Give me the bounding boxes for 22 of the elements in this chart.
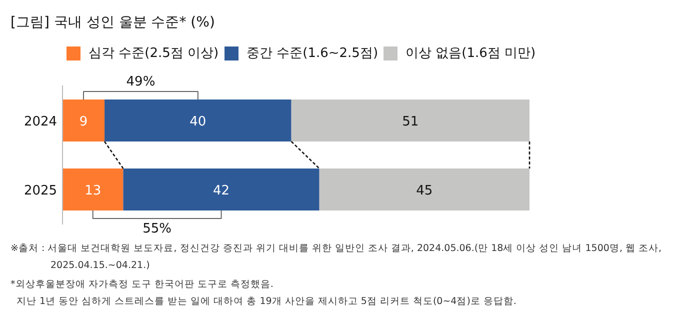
text: ※출처 : 서울대 보건대학원 보도자료, 정신건강 증진과 위기 대비를 위한 일반인 조사 결과, 2024.05.06.(만 18세 이상 성인 남녀 1500명, 웹 조사, 2025.04.15.~04.21.) bbox=[10, 243, 662, 271]
bar bbox=[319, 168, 530, 210]
data-label: 51 bbox=[402, 114, 419, 130]
annotation: 55% bbox=[142, 222, 172, 236]
y-tick-label: 2025 bbox=[24, 184, 58, 198]
data-label: 13 bbox=[84, 184, 102, 198]
legend-label: 중간 수준(1.6~2.5점) bbox=[246, 46, 378, 61]
bar bbox=[123, 168, 320, 210]
data-label: 42 bbox=[213, 184, 230, 198]
bar bbox=[62, 168, 124, 210]
text: *외상후울분장애 자가측정 도구 한국어판 도구로 측정했음. 지난 1년 동안 심하게 스트레스를 받는 일에 대하여 총 19개 사안을 제시하고 5점 리커트 척도(0~4점)로 응답함. bbox=[10, 279, 516, 307]
annotation: 49% bbox=[126, 74, 156, 90]
data-label: 45 bbox=[416, 184, 433, 198]
legend-label: 이상 없음(1.6점 미만) bbox=[406, 46, 536, 61]
bar bbox=[104, 100, 292, 142]
bar bbox=[291, 100, 530, 142]
data-label: 40 bbox=[190, 114, 206, 130]
chart-title: [그림] 국내 성인 울분 수준* (%) bbox=[10, 14, 215, 30]
data-label: 9 bbox=[79, 114, 88, 130]
bar bbox=[62, 100, 105, 142]
y-tick-label: 2024 bbox=[24, 114, 58, 130]
legend-label: 심각 수준(2.5점 이상) bbox=[88, 46, 219, 61]
